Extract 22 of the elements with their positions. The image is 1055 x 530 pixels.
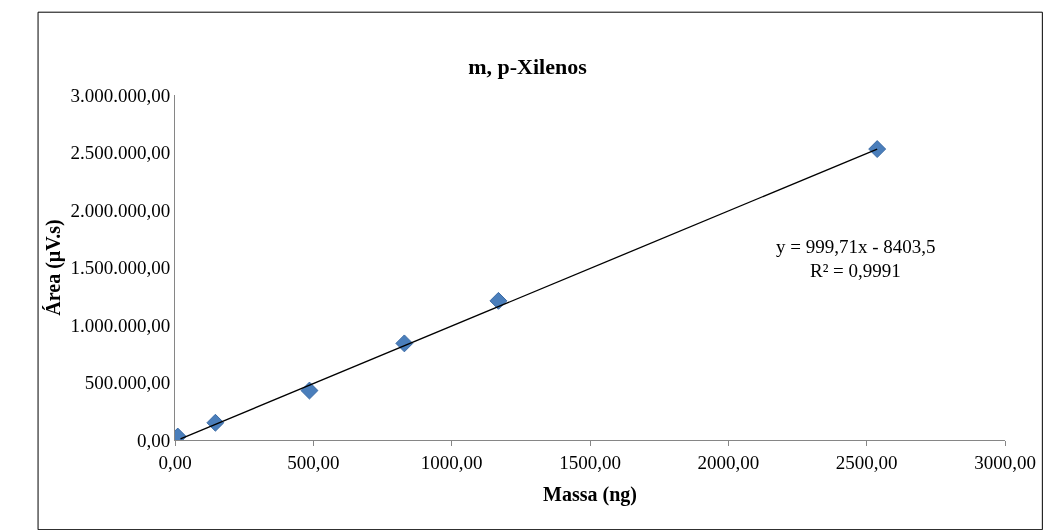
x-tick-label: 0,00 xyxy=(158,451,192,473)
y-tick-label: 3.000.000,00 xyxy=(70,84,171,106)
chart-title: m, p-Xilenos xyxy=(468,53,588,79)
y-tick-label: 1.000.000,00 xyxy=(70,314,171,336)
x-axis-title: Massa (ng) xyxy=(543,483,637,507)
annotation: R² = 0,9991 xyxy=(810,260,901,281)
annotation: y = 999,71x - 8403,5 xyxy=(776,236,936,257)
y-tick-label: 1.500.000,00 xyxy=(70,257,171,279)
y-tick-label: 2.500.000,00 xyxy=(70,142,171,164)
x-tick-label: 500,00 xyxy=(287,451,340,473)
point xyxy=(868,140,887,158)
x-tick-label: 1500,00 xyxy=(559,451,621,473)
x-tick-label: 2000,00 xyxy=(697,451,760,473)
point xyxy=(300,381,319,400)
y-tick-label: 2.000.000,00 xyxy=(70,199,171,221)
x-tick-label: 3000,00 xyxy=(974,451,1036,473)
point xyxy=(489,291,508,310)
y-tick-label: 500.000,00 xyxy=(84,372,171,394)
x-tick-label: 1000,00 xyxy=(420,451,483,473)
y-axis-title: Área (µV.s) xyxy=(41,219,65,316)
x-tick-label: 2500,00 xyxy=(835,451,898,473)
y-tick-label: 0,00 xyxy=(136,429,171,451)
